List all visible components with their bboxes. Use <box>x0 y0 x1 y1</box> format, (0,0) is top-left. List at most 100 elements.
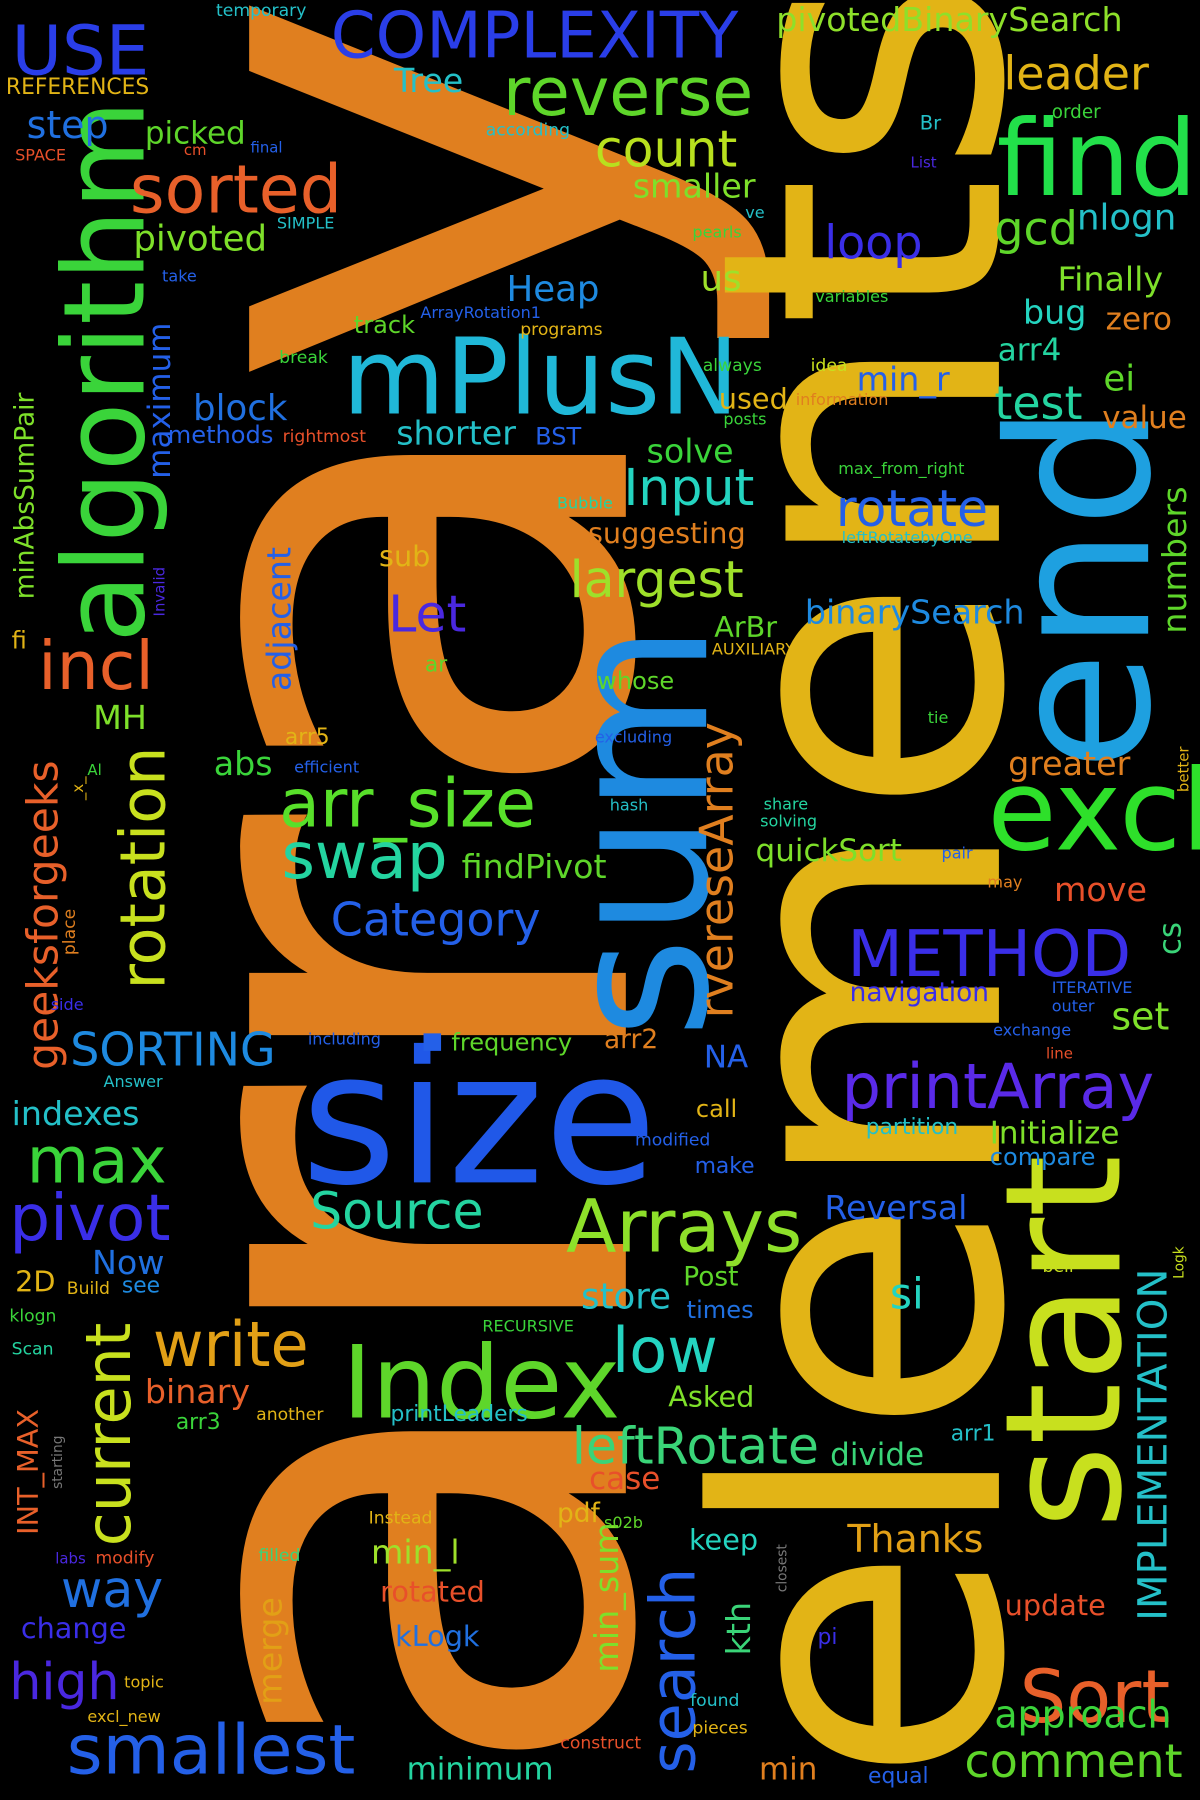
word: METHOD <box>847 917 1131 992</box>
word: incl <box>38 627 154 705</box>
word: min_r <box>857 359 950 398</box>
word: whose <box>597 667 674 695</box>
word: better <box>1174 746 1192 792</box>
word: break <box>279 348 328 368</box>
word: algorithm <box>40 100 171 643</box>
word: REFERENCES <box>6 75 149 100</box>
word: ArrayRotation1 <box>420 303 541 322</box>
word: findPivot <box>462 847 607 886</box>
word: arr5 <box>285 725 330 750</box>
word: min <box>759 1751 817 1787</box>
word: final <box>250 139 282 157</box>
word: current <box>72 1323 145 1547</box>
word: arr_size <box>279 765 536 843</box>
word: greater <box>1008 744 1130 783</box>
word: binarySearch <box>805 592 1025 631</box>
word: track <box>354 311 415 339</box>
word: case <box>589 1461 660 1497</box>
word: Tree <box>393 61 463 100</box>
word: size <box>301 1013 657 1226</box>
word: RECURSIVE <box>482 1317 574 1336</box>
word: ve <box>745 203 765 222</box>
word: merge <box>250 1597 289 1705</box>
word: _x_ <box>69 776 87 801</box>
word: Arrays <box>566 1184 802 1269</box>
word: Source <box>310 1181 483 1240</box>
word: rotation <box>106 747 179 990</box>
word: smaller <box>633 166 756 205</box>
word: binary <box>145 1372 250 1411</box>
word: found <box>690 1691 739 1711</box>
word: including <box>308 1030 381 1049</box>
word: frequency <box>451 1028 572 1056</box>
word: Instead <box>369 1508 433 1528</box>
word: pieces <box>692 1718 747 1738</box>
word: divide <box>830 1437 924 1473</box>
word: kth <box>719 1602 758 1655</box>
word: store <box>581 1277 671 1318</box>
word: block <box>193 388 288 429</box>
word: minimum <box>407 1751 554 1787</box>
word: max <box>27 1123 167 1198</box>
word: change <box>21 1611 127 1645</box>
word: set <box>1111 995 1169 1039</box>
word: exchange <box>993 1020 1071 1039</box>
word: construct <box>560 1733 641 1753</box>
word: methods <box>168 421 274 449</box>
word: labs <box>55 1550 86 1568</box>
word: sum <box>526 623 753 1038</box>
word: reverse <box>503 53 753 131</box>
word: array <box>0 0 789 1791</box>
word: pair <box>942 844 974 863</box>
word: Thanks <box>846 1517 983 1561</box>
word: bug <box>1023 293 1086 332</box>
word: find <box>997 97 1198 220</box>
word: COMPLEXITY <box>331 0 739 73</box>
word: update <box>1005 1588 1106 1622</box>
word: sorted <box>130 150 342 228</box>
word: SIMPLE <box>277 213 335 232</box>
word: largest <box>570 550 744 609</box>
word: place <box>60 909 80 955</box>
word: pivotedBinarySearch <box>776 0 1122 39</box>
word: way <box>61 1560 163 1619</box>
word: order <box>1052 102 1101 123</box>
word: min_l <box>371 1533 460 1572</box>
word: us <box>700 258 741 299</box>
word: Initialize <box>990 1115 1120 1151</box>
word: end <box>968 404 1195 772</box>
word: test <box>994 376 1082 430</box>
word: arr3 <box>176 1410 221 1435</box>
word: pdf <box>557 1498 601 1529</box>
word: excluding <box>595 728 672 747</box>
word: rvereseArray <box>690 722 744 1018</box>
word: Let <box>388 584 466 643</box>
word: shorter <box>396 413 516 452</box>
word: Index <box>342 1324 620 1442</box>
word: write <box>153 1308 309 1381</box>
word: mPlusN <box>342 315 739 438</box>
word: Sort <box>1020 1655 1171 1740</box>
word: min_sum <box>587 1522 626 1672</box>
word: modify <box>95 1549 154 1569</box>
word: USE <box>12 12 150 92</box>
word: step <box>27 103 109 147</box>
word: hash <box>610 795 649 814</box>
word: used <box>719 382 788 416</box>
word: SPACE <box>15 146 66 165</box>
word: start <box>970 1155 1157 1529</box>
word: pearls <box>692 223 741 242</box>
word: partition <box>866 1115 959 1140</box>
word: Finally <box>1057 259 1163 298</box>
word: Invalid <box>150 567 168 617</box>
word: Category <box>331 893 541 947</box>
word: arr2 <box>604 1024 658 1055</box>
word: pi <box>818 1625 838 1650</box>
word: INT_MAX <box>11 1409 45 1535</box>
word: pivoted <box>133 218 267 259</box>
word: move <box>1054 870 1147 909</box>
word: topic <box>124 1673 164 1692</box>
word: search <box>637 1568 710 1774</box>
